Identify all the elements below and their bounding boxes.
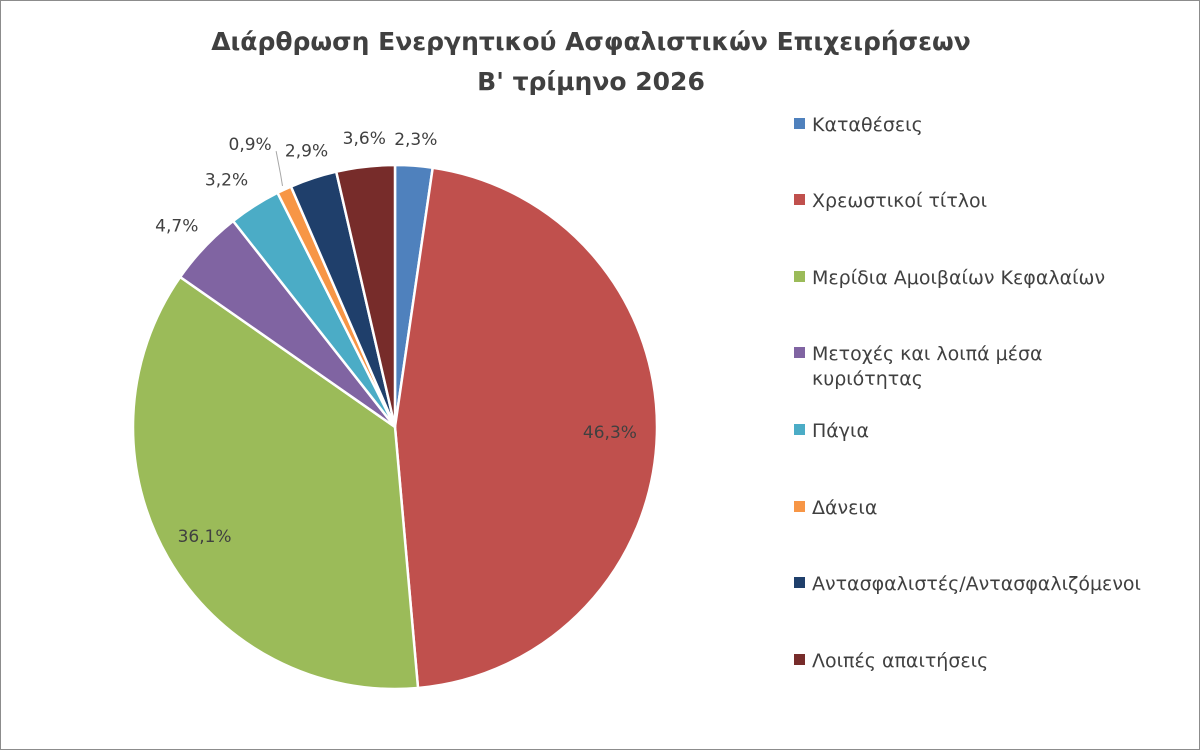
chart-subtitle: Β' τρίμηνο 2026 bbox=[477, 67, 705, 96]
legend-swatch bbox=[794, 654, 805, 665]
legend-item: Αντασφαλιστές/Αντασφαλιζόμενοι bbox=[794, 572, 1182, 597]
legend-label: Καταθέσεις bbox=[812, 114, 923, 136]
slice-data-label: 4,7% bbox=[155, 216, 198, 236]
legend-label: Μετοχές και λοιπά μέσα κυριότητας bbox=[812, 343, 1043, 390]
legend-label: Δάνεια bbox=[812, 497, 878, 519]
legend-item: Καταθέσεις bbox=[794, 113, 1182, 138]
legend-item: Χρεωστικοί τίτλοι bbox=[794, 189, 1182, 214]
slice-data-label: 3,6% bbox=[343, 129, 386, 149]
pie-slice bbox=[334, 163, 397, 428]
slice-data-label: 0,9% bbox=[229, 135, 272, 155]
legend-item: Μερίδια Αμοιβαίων Κεφαλαίων bbox=[794, 266, 1182, 291]
legend-label: Χρεωστικοί τίτλοι bbox=[812, 190, 988, 212]
slice-data-label: 2,9% bbox=[285, 141, 328, 161]
chart-title: Διάρθρωση Ενεργητικού Ασφαλιστικών Επιχε… bbox=[211, 27, 971, 56]
label-leader-line bbox=[275, 151, 283, 187]
legend-swatch bbox=[794, 194, 805, 205]
legend-swatch bbox=[794, 424, 805, 435]
slice-data-label: 3,2% bbox=[205, 170, 248, 190]
slice-data-label: 36,1% bbox=[178, 527, 232, 547]
pie-slice bbox=[131, 275, 420, 691]
legend-item: Πάγια bbox=[794, 419, 1182, 444]
slice-data-label: 46,3% bbox=[583, 423, 637, 443]
legend-label: Πάγια bbox=[812, 420, 870, 442]
legend-label: Μερίδια Αμοιβαίων Κεφαλαίων bbox=[812, 267, 1106, 289]
legend-swatch bbox=[794, 501, 805, 512]
legend-label: Λοιπές απαιτήσεις bbox=[812, 650, 989, 672]
legend-swatch bbox=[794, 118, 805, 129]
legend-swatch bbox=[794, 271, 805, 282]
legend-item: Δάνεια bbox=[794, 496, 1182, 521]
legend-swatch bbox=[794, 577, 805, 588]
legend-label: Αντασφαλιστές/Αντασφαλιζόμενοι bbox=[812, 573, 1141, 595]
legend-item: Λοιπές απαιτήσεις bbox=[794, 649, 1182, 674]
legend-item: Μετοχές και λοιπά μέσα κυριότητας bbox=[794, 342, 1102, 392]
slice-data-label: 2,3% bbox=[394, 130, 437, 150]
pie-slice bbox=[393, 166, 659, 690]
legend-swatch bbox=[794, 347, 805, 358]
